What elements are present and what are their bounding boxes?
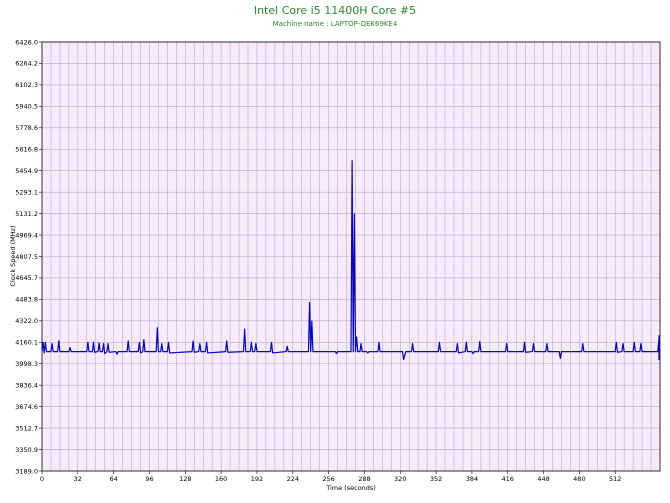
chart-subtitle: Machine name : LAPTOP-QEK69KE4 xyxy=(273,20,398,28)
y-tick-label: 4483.8 xyxy=(15,296,38,304)
x-tick-label: 512 xyxy=(609,475,621,483)
x-tick-label: 352 xyxy=(430,475,442,483)
x-tick-label: 320 xyxy=(394,475,406,483)
y-tick-label: 4969.4 xyxy=(15,231,38,239)
y-tick-label: 3350.9 xyxy=(15,446,38,454)
y-tick-label: 4322.0 xyxy=(15,317,38,325)
y-tick-label: 5454.9 xyxy=(15,167,38,175)
y-tick-label: 4160.1 xyxy=(15,339,38,347)
x-tick-label: 96 xyxy=(145,475,153,483)
x-tick-label: 448 xyxy=(537,475,549,483)
y-tick-label: 5131.2 xyxy=(15,210,38,218)
y-axis-ticks: 6426.0 6264.2 6102.3 5940.5 5778.6 5616.8 5454… xyxy=(15,38,42,475)
x-tick-label: 480 xyxy=(573,475,585,483)
y-tick-label: 5293.1 xyxy=(15,188,38,196)
y-tick-label: 3512.7 xyxy=(15,424,38,432)
x-axis-label: Time (seconds) xyxy=(325,484,376,492)
y-tick-label: 4645.7 xyxy=(15,274,38,282)
x-tick-label: 256 xyxy=(322,475,334,483)
y-tick-label: 3189.0 xyxy=(15,467,38,475)
y-tick-label: 5778.6 xyxy=(15,124,38,132)
chart-title: Intel Core i5 11400H Core #5 xyxy=(254,4,416,17)
x-tick-label: 0 xyxy=(40,475,44,483)
y-axis-label: Clock Speed (MHz) xyxy=(9,225,17,286)
y-tick-label: 6426.0 xyxy=(15,38,38,46)
y-tick-label: 3998.3 xyxy=(15,360,38,368)
grid-lines xyxy=(42,42,660,471)
series-layer xyxy=(41,160,660,361)
x-tick-label: 160 xyxy=(215,475,227,483)
y-tick-label: 4807.5 xyxy=(15,253,38,261)
y-tick-label: 3836.4 xyxy=(15,382,38,390)
x-tick-label: 64 xyxy=(110,475,118,483)
x-tick-label: 384 xyxy=(466,475,478,483)
x-tick-label: 128 xyxy=(179,475,191,483)
x-axis-ticks: 0 32 64 96 128 160 192 224 256 288 320 352 384 416 448… xyxy=(40,471,621,483)
y-tick-label: 5940.5 xyxy=(15,103,38,111)
x-tick-label: 288 xyxy=(358,475,370,483)
y-tick-label: 5616.8 xyxy=(15,146,38,154)
clock-speed-series-line xyxy=(41,160,660,361)
x-tick-label: 224 xyxy=(287,475,299,483)
y-tick-label: 6102.3 xyxy=(15,81,38,89)
x-tick-label: 192 xyxy=(251,475,263,483)
x-tick-label: 416 xyxy=(502,475,514,483)
y-tick-label: 3674.6 xyxy=(15,403,38,411)
y-tick-label: 6264.2 xyxy=(15,60,38,68)
x-tick-label: 32 xyxy=(74,475,82,483)
